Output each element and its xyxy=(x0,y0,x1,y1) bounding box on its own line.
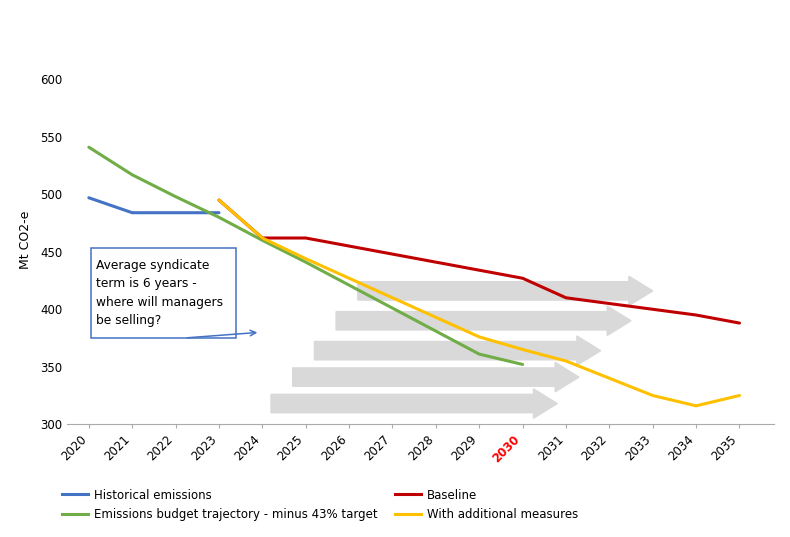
FancyArrow shape xyxy=(293,362,579,392)
FancyBboxPatch shape xyxy=(91,248,236,338)
Text: Australia's 2022 emissions projections vs average syndicate timelime: Australia's 2022 emissions projections v… xyxy=(9,18,694,35)
Y-axis label: Mt CO2-e: Mt CO2-e xyxy=(19,211,32,270)
Text: Average syndicate
term is 6 years -
where will managers
be selling?: Average syndicate term is 6 years - wher… xyxy=(96,259,224,328)
FancyArrow shape xyxy=(314,336,600,365)
FancyArrow shape xyxy=(358,276,653,306)
FancyArrow shape xyxy=(336,306,631,336)
Legend: Historical emissions, Emissions budget trajectory - minus 43% target, Baseline, : Historical emissions, Emissions budget t… xyxy=(57,484,583,526)
FancyArrow shape xyxy=(271,389,557,418)
